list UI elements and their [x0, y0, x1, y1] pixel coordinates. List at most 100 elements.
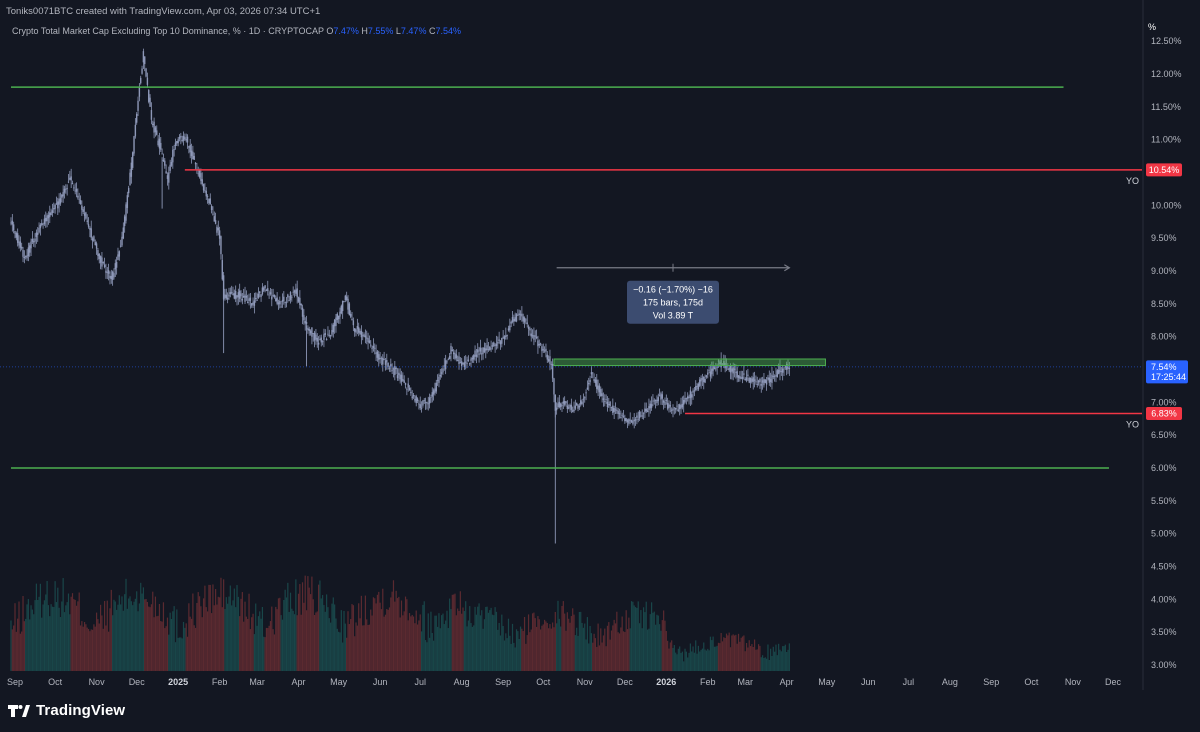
volume-bar	[550, 628, 552, 671]
candle-body	[10, 222, 12, 224]
candle-body	[277, 302, 280, 305]
volume-bar	[462, 607, 464, 671]
candle-body	[117, 254, 119, 260]
price-scale-unit[interactable]: %	[1148, 22, 1157, 32]
volume-bar	[760, 657, 762, 671]
candle-body	[550, 363, 552, 365]
candle-body	[656, 399, 658, 404]
candle-body	[676, 405, 678, 407]
volume-bar	[144, 599, 146, 671]
volume-bar	[82, 626, 84, 671]
volume-bar	[355, 622, 357, 671]
volume-bar	[142, 587, 144, 671]
candle-body	[695, 386, 697, 390]
candle-body	[632, 421, 634, 424]
volume-bar	[99, 604, 102, 671]
candle-body	[292, 291, 294, 293]
candle-body	[360, 330, 363, 338]
volume-bar	[683, 661, 685, 671]
candle-body	[618, 413, 621, 415]
volume-bar	[562, 601, 564, 671]
tradingview-logo[interactable]: TradingView	[8, 702, 125, 719]
volume-bar	[415, 610, 417, 671]
candle-body	[678, 404, 681, 410]
volume-bar	[336, 628, 338, 671]
candle-body	[201, 179, 203, 185]
candle-body	[123, 216, 126, 227]
candle-body	[537, 340, 539, 347]
candle-body	[375, 352, 377, 354]
candle-body	[691, 394, 693, 398]
candle-body	[688, 396, 690, 398]
candle-body	[624, 417, 626, 422]
volume-bar	[200, 606, 202, 671]
volume-bar	[506, 638, 508, 671]
volume-bar	[237, 596, 239, 671]
candle-body	[241, 298, 244, 301]
volume-bar	[261, 606, 264, 671]
candle-body	[18, 241, 20, 246]
candle-body	[335, 317, 337, 326]
volume-bar	[332, 597, 334, 671]
volume-bar	[141, 593, 143, 671]
candle-body	[121, 236, 123, 246]
volume-bar	[166, 617, 169, 671]
candle-body	[448, 355, 451, 360]
volume-bar	[771, 655, 773, 671]
candle-body	[665, 400, 668, 401]
volume-bar	[522, 631, 524, 671]
ohlc-value-c: 7.54%	[435, 26, 461, 36]
volume-bar	[78, 592, 80, 671]
candle-body	[594, 379, 597, 384]
candle-body	[197, 173, 199, 175]
volume-bar	[428, 637, 431, 671]
volume-bar	[447, 628, 449, 671]
volume-bar	[507, 618, 510, 671]
x-tick-label: Aug	[942, 677, 958, 687]
candle-body	[237, 292, 240, 298]
candle-body	[620, 417, 622, 419]
candle-body	[525, 319, 527, 321]
candle-body	[313, 332, 316, 341]
volume-bar	[98, 623, 100, 671]
volume-bar	[69, 614, 71, 671]
volume-bar	[256, 625, 258, 671]
volume-bar	[494, 607, 496, 671]
volume-bar	[406, 599, 408, 671]
candle-body	[236, 295, 238, 298]
ohlc-key-l: L	[393, 26, 401, 36]
volume-bar	[126, 608, 128, 671]
candle-body	[495, 343, 498, 347]
volume-bar	[541, 625, 543, 671]
candle-body	[349, 313, 352, 317]
volume-bar	[59, 617, 62, 671]
candle-body	[622, 416, 625, 417]
volume-bar	[489, 610, 491, 671]
candle-body	[374, 347, 376, 349]
measure-arrow-icon	[784, 264, 791, 272]
candle-body	[410, 391, 412, 394]
candle-body	[529, 328, 531, 331]
candle-body	[481, 353, 483, 355]
candle-body	[443, 365, 446, 367]
candle-body	[501, 337, 503, 344]
candle-body	[395, 367, 397, 370]
volume-bar	[637, 601, 639, 671]
candle-body	[273, 294, 276, 298]
candle-body	[478, 353, 480, 355]
volume-bar	[134, 598, 136, 671]
candle-body	[717, 360, 720, 362]
volume-bar	[412, 616, 415, 671]
candle-body	[240, 293, 242, 297]
candle-body	[81, 205, 83, 210]
candle-body	[614, 409, 617, 411]
candle-body	[527, 326, 530, 329]
candle-body	[15, 233, 18, 238]
volume-bar	[161, 621, 163, 671]
volume-bar	[576, 627, 578, 671]
volume-bar	[296, 615, 298, 671]
candle-body	[105, 270, 107, 273]
volume-bar	[786, 651, 788, 671]
volume-bar	[264, 637, 266, 671]
